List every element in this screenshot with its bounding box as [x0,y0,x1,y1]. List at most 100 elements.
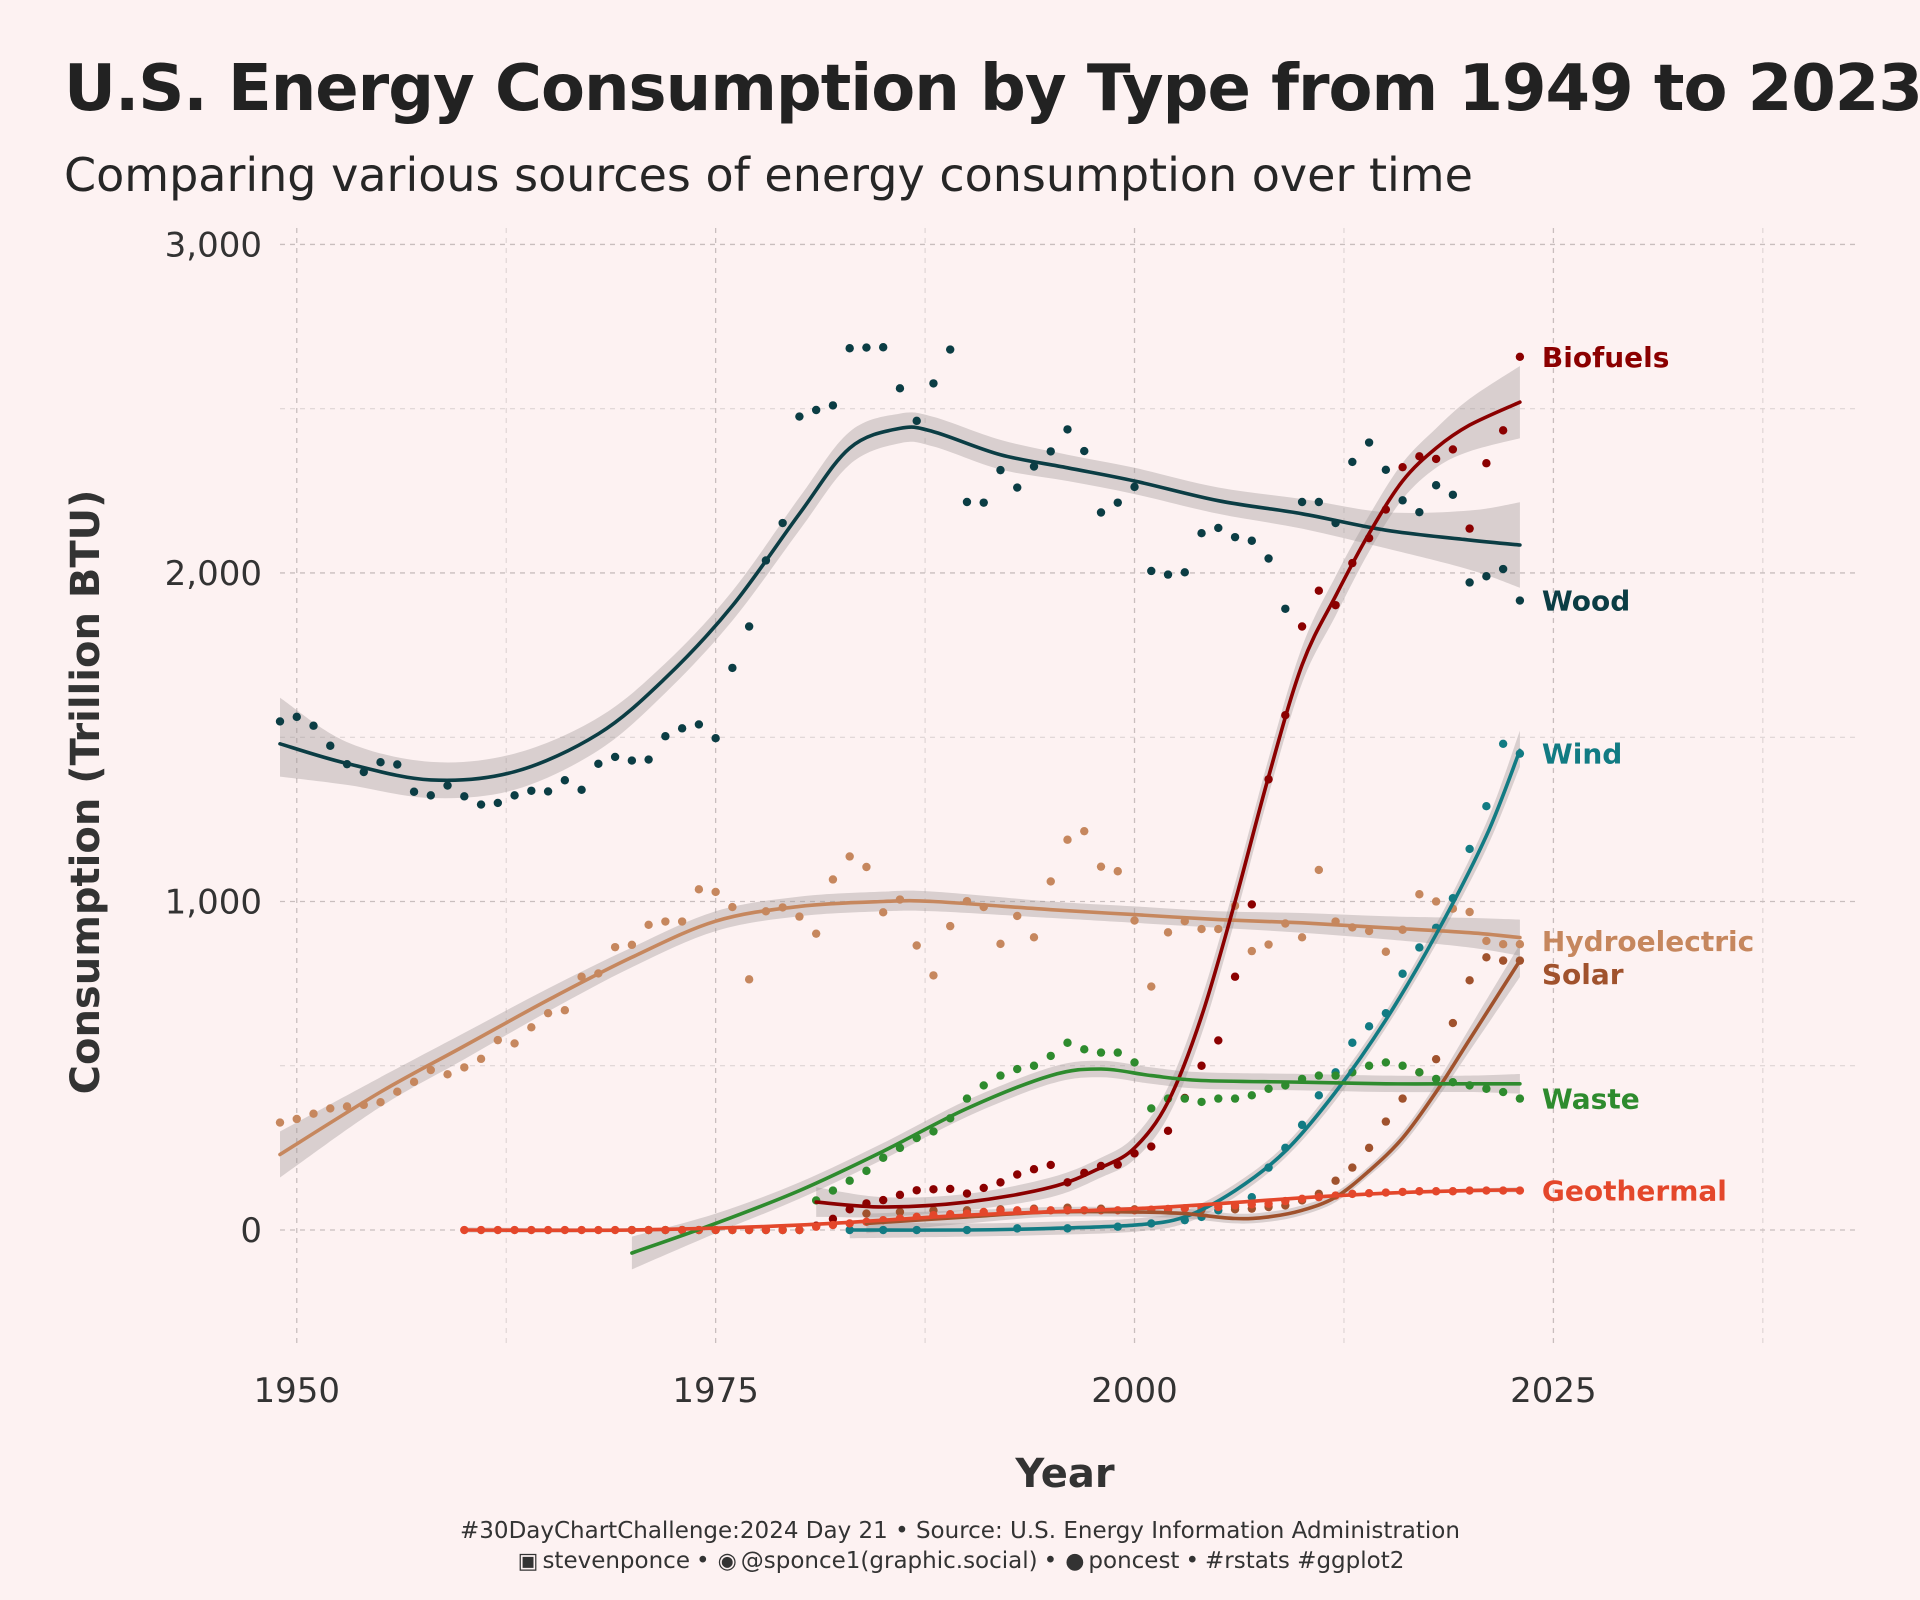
waste-point [1230,1094,1240,1103]
hydroelectric-point [1314,865,1324,875]
wood-point [728,663,737,673]
waste-point [1029,1061,1039,1070]
hydroelectric-point [1130,916,1139,925]
hydroelectric-point [996,939,1005,949]
wood-point [996,465,1005,475]
wood-point [962,497,972,507]
waste-point [1264,1084,1273,1093]
waste-point [828,1186,838,1195]
wind-point [1247,1192,1257,1202]
hydroelectric-point [1096,862,1106,871]
wind-point [1465,844,1474,854]
wood-point [460,792,469,801]
waste-point [1431,1074,1441,1084]
waste-point [1364,1061,1374,1070]
caption-linkedin: stevenponce [542,1548,690,1574]
wood-point [1147,566,1156,576]
hydroelectric-point [577,972,586,981]
wood-point [778,518,787,528]
biofuels-point [929,1185,938,1194]
wood-point [1465,578,1474,587]
biofuels-point [1147,1142,1156,1151]
biofuels-point [1498,426,1508,435]
wind-point [1482,802,1491,811]
hydroelectric-point [560,1006,570,1015]
hydroelectric-point [1147,982,1156,991]
waste-point [1398,1061,1407,1070]
series-end-labels: Wood Hydroelectric Biofuels Wind Solar Waste G… [1542,341,1754,1208]
solar-end-label: Solar [1542,958,1624,991]
biofuels-point [1448,445,1458,454]
hydroelectric-end-label: Hydroelectric [1542,925,1754,958]
x-tick-label: 1950 [253,1371,340,1411]
hydroelectric-point [929,971,938,980]
hydroelectric-point [393,1087,402,1096]
hydroelectric-point [1113,867,1122,876]
caption-source: #30DayChartChallenge:2024 Day 21 • Sourc… [460,1518,1460,1544]
hydroelectric-point [292,1114,301,1124]
wood-point [1398,496,1407,505]
wood-point [1448,490,1458,499]
biofuels-point [1197,1061,1206,1070]
wood-point [811,405,821,415]
caption-github: poncest [1088,1548,1180,1574]
hydroelectric-point [543,1008,553,1018]
hydroelectric-point [1465,907,1474,917]
wood-point [409,787,419,796]
waste-point [1381,1058,1391,1067]
wind-confidence-band [849,730,1520,1239]
biofuels-point [1297,622,1307,631]
geothermal-trend-line [462,1188,1522,1233]
wind-point [1415,943,1424,952]
hydroelectric-point [946,921,955,931]
wood-point [694,720,704,729]
solar-point [1431,1054,1441,1064]
wood-point [1364,438,1374,447]
wood-point [661,732,670,741]
biofuels-point [1163,1126,1173,1135]
wood-confidence-band [280,412,1520,799]
hydroelectric-point [610,942,620,952]
hydroelectric-point [828,875,838,884]
biofuels-point [1046,1160,1055,1170]
hydroelectric-point [1163,928,1173,937]
solar-point [1448,1018,1458,1028]
wood-point [795,412,804,421]
trend-lines [278,400,1522,1255]
hydroelectric-point [1247,946,1257,956]
wind-point [1364,1022,1374,1031]
biofuels-point [996,1178,1005,1187]
x-tick-label: 1975 [672,1371,759,1411]
wood-end-label: Wood [1542,585,1630,618]
hydroelectric-point [460,1063,469,1072]
wind-end-label: Wind [1542,738,1622,771]
wood-point [1230,532,1240,542]
wood-point [1415,507,1424,517]
wood-point [1096,508,1106,517]
hydroelectric-point [1029,933,1039,942]
hydroelectric-point [694,885,704,894]
wood-trend-line [278,425,1522,783]
solar-point [1348,1163,1357,1172]
waste-point [1498,1087,1508,1097]
biofuels-point [1465,524,1474,533]
wood-point [1029,462,1039,471]
wood-point [929,379,938,388]
wood-point [979,498,988,507]
wood-point [594,759,603,769]
waste-point [929,1127,938,1136]
chart-subtitle: Comparing various sources of energy cons… [64,148,1473,202]
waste-point [996,1071,1005,1080]
hydroelectric-point [1482,936,1491,946]
wood-point [845,344,854,353]
hydroelectric-point [912,941,921,950]
wood-point [376,757,385,767]
wood-point [1264,554,1273,563]
waste-point [1080,1045,1089,1054]
biofuels-point [946,1184,955,1194]
hydroelectric-point [878,908,888,917]
biofuels-point [1029,1165,1039,1174]
waste-point [962,1094,972,1103]
biofuels-point [1482,459,1491,468]
